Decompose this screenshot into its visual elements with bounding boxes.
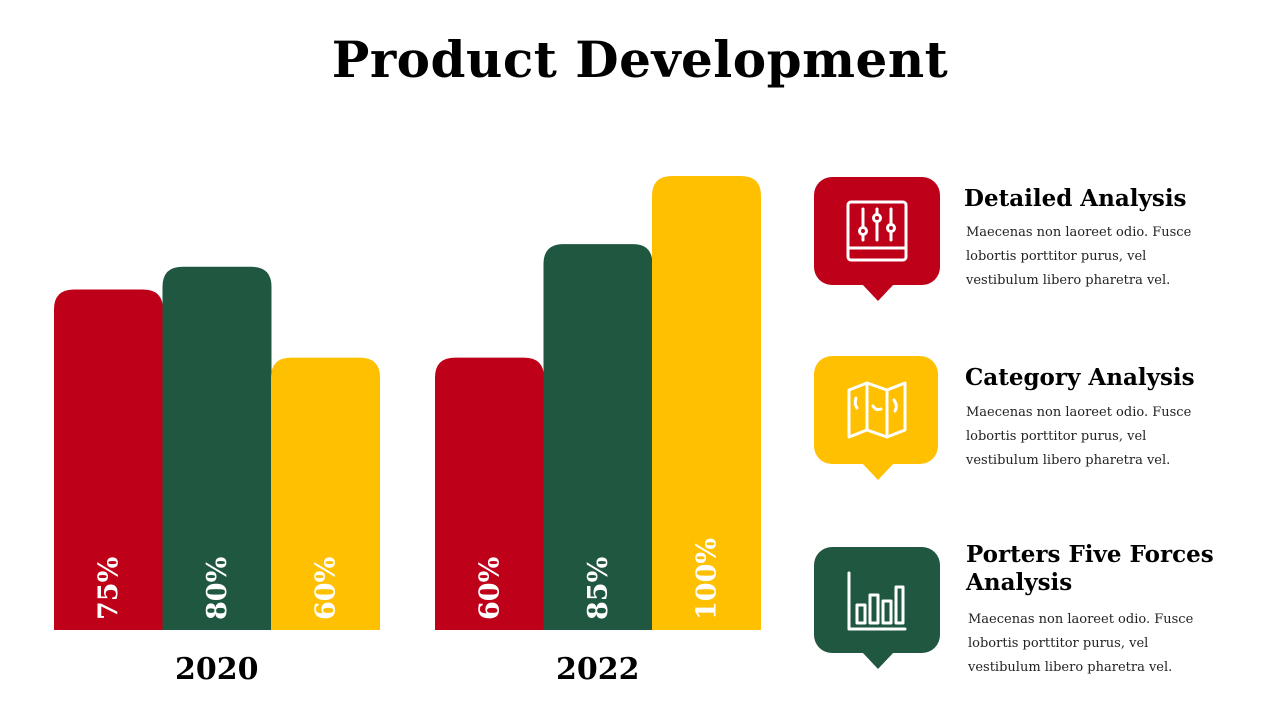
bar-value-label-2020-1: 75% (93, 557, 124, 620)
bar-chart-icon (847, 571, 907, 631)
bar-2022-3 (652, 176, 761, 630)
bar-2020-2 (162, 266, 272, 630)
feature-icon-badge (814, 356, 938, 480)
bar-value-label-2022-2: 85% (583, 557, 614, 620)
feature-icon-badge (814, 547, 940, 669)
feature-description: Maecenas non laoreet odio. Fusce loborti… (968, 612, 1194, 675)
feature-description: Maecenas non laoreet odio. Fusce loborti… (966, 405, 1192, 468)
category-label-2020: 2020 (175, 652, 259, 687)
bar-2020-3 (271, 357, 380, 630)
feature-title: Detailed Analysis (964, 185, 1187, 212)
feature-detailed-analysis: Detailed Analysis Maecenas non laoreet o… (814, 177, 1254, 307)
category-label-2022: 2022 (556, 652, 640, 687)
bar-value-label-2020-3: 60% (310, 557, 341, 620)
bar-value-label-2020-2: 80% (202, 557, 233, 620)
feature-title: Category Analysis (965, 364, 1195, 391)
bar-2022-1 (435, 357, 544, 630)
feature-category-analysis: Category Analysis Maecenas non laoreet o… (814, 356, 1254, 486)
feature-icon-badge (814, 177, 940, 301)
bar-value-label-2022-3: 100% (691, 538, 722, 620)
page-title: Product Development (331, 30, 949, 89)
sliders-icon (846, 200, 908, 262)
bar-2022-2 (543, 244, 653, 630)
feature-description: Maecenas non laoreet odio. Fusce loborti… (966, 225, 1192, 288)
feature-porters-five-forces: Porters Five Forces Analysis Maecenas no… (814, 541, 1254, 687)
bar-2020-1 (54, 289, 163, 630)
bar-value-label-2022-1: 60% (474, 557, 505, 620)
map-icon (847, 381, 907, 439)
bar-chart: 75% 80% 60% 2020 60% 85% 100% 2022 (54, 176, 761, 687)
feature-title: Porters Five Forces Analysis (966, 541, 1214, 596)
